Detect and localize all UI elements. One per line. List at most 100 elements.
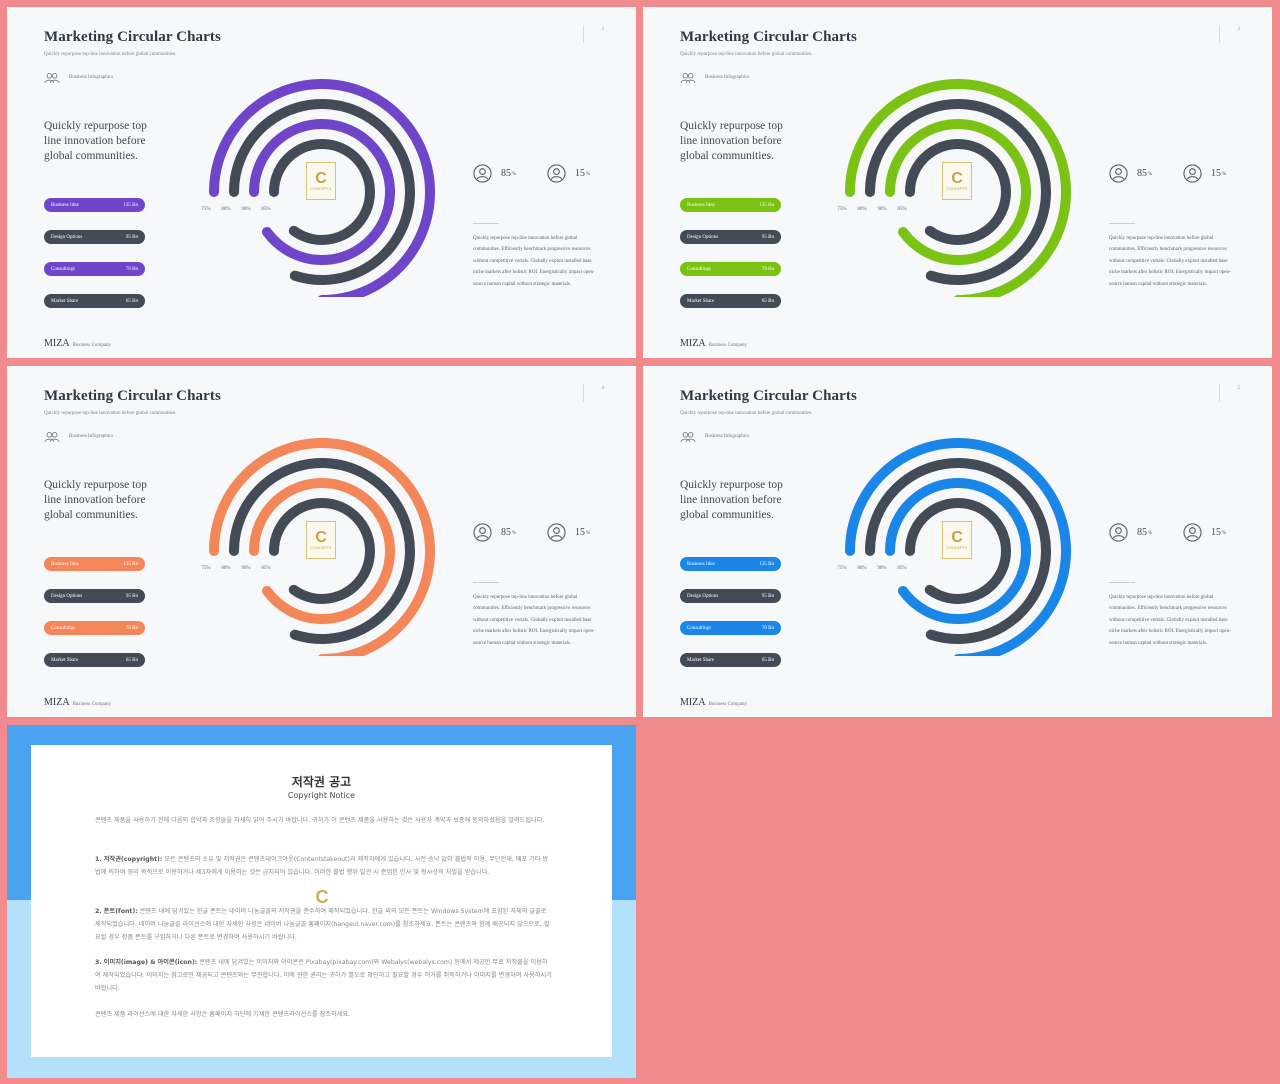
users-icon	[680, 71, 696, 84]
brand-subtitle: Business Company	[708, 702, 748, 707]
stat-value: 15	[1211, 526, 1221, 538]
user-icon	[473, 163, 492, 183]
logo-text: CONCEPTS	[946, 545, 968, 550]
legend-value: 65 Bn	[125, 657, 138, 663]
divider	[473, 582, 499, 583]
ring-arc-75%	[845, 79, 1071, 297]
brand-subtitle: Business Company	[708, 343, 748, 348]
legend-value: 135 Bn	[123, 202, 138, 208]
ring-arc-75%	[209, 438, 435, 656]
stat-unit: %	[586, 172, 591, 177]
copyright-title: 저작권 공고	[291, 775, 352, 789]
logo-mark: C	[951, 169, 963, 187]
ring-arc-85%	[269, 498, 375, 604]
legend-label: Market Share	[51, 657, 79, 663]
legend-value: 135 Bn	[759, 561, 774, 567]
section-body: 콘텐츠 내에 담겨있는 이미지와 아이콘은 Pixabay(pixabay.co…	[95, 959, 552, 992]
stat-unit: %	[1148, 172, 1153, 177]
category: Business Infographics	[680, 70, 749, 84]
ring-percent-label: 90%	[877, 566, 887, 571]
ring-percent-label: 90%	[241, 566, 251, 571]
legend-label: Consultings	[51, 266, 75, 272]
ring-percent-label: 75%	[837, 566, 847, 571]
brand-name: MIZA	[44, 697, 70, 708]
page-number: 4	[583, 384, 604, 402]
legend-item: Consultings 70 Bn	[44, 262, 145, 276]
ring-percent-label: 85%	[897, 566, 907, 571]
user-icon	[473, 522, 492, 542]
logo-text: CONCEPTS	[310, 545, 332, 550]
description: Quickly repurpose top-line innovation be…	[473, 236, 595, 287]
stat-value: 85	[501, 167, 511, 179]
stat-unit: %	[512, 172, 517, 177]
category-label: Business Infographics	[69, 433, 114, 439]
legend-item: Business Idea 135 Bn	[680, 198, 781, 212]
legend-label: Business Idea	[51, 561, 79, 567]
stat-unit: %	[1222, 531, 1227, 536]
stat-item: 85%	[1109, 522, 1152, 542]
slide-subtitle: Quickly repurpose top-line innovation be…	[44, 411, 177, 416]
ring-arc-90%	[249, 119, 395, 265]
category: Business Infographics	[680, 429, 749, 443]
slide-title: Marketing Circular Charts	[680, 29, 857, 45]
page-number: 2	[583, 25, 604, 43]
user-icon	[1109, 522, 1128, 542]
ring-arc-80%	[865, 458, 1051, 644]
description: Quickly repurpose top-line innovation be…	[1109, 595, 1231, 646]
copyright-section-3: 3. 이미지(image) & 아이콘(icon): 콘텐츠 내에 담겨있는 이…	[95, 956, 553, 995]
brand-logo: C CONCEPTS	[306, 162, 336, 200]
lead-text: Quickly repurpose top line innovation be…	[44, 120, 147, 162]
legend-label: Design Options	[51, 234, 83, 240]
slide-title: Marketing Circular Charts	[44, 29, 221, 45]
stat-item: 85%	[473, 522, 516, 542]
section-body: 모든 콘텐츠의 소유 및 저작권은 콘텐츠테이크아웃(Contentstakeo…	[95, 856, 549, 876]
user-icon	[547, 163, 566, 183]
legend-label: Consultings	[687, 625, 711, 631]
ring-percent-label: 85%	[261, 566, 271, 571]
copyright-card: 저작권 공고 Copyright Notice 콘텐츠 제품을 사용하기 전에 …	[31, 745, 612, 1057]
brand-name: MIZA	[680, 338, 706, 349]
legend-item: Market Share 65 Bn	[44, 653, 145, 667]
legend-item: Market Share 65 Bn	[44, 294, 145, 308]
description: Quickly repurpose top-line innovation be…	[473, 595, 595, 646]
legend-label: Market Share	[687, 657, 715, 663]
users-icon	[680, 430, 696, 443]
lead-text: Quickly repurpose top line innovation be…	[44, 479, 147, 521]
legend-label: Design Options	[687, 234, 719, 240]
ring-percent-label: 80%	[221, 566, 231, 571]
legend-item: Consultings 70 Bn	[680, 262, 781, 276]
ring-percent-label: 85%	[897, 207, 907, 212]
description: Quickly repurpose top-line innovation be…	[1109, 236, 1231, 287]
user-icon	[1183, 163, 1202, 183]
logo-mark: C	[315, 169, 327, 187]
ring-arc-80%	[229, 99, 415, 285]
legend-label: Business Idea	[51, 202, 79, 208]
legend-value: 65 Bn	[761, 657, 774, 663]
slide-2: 2 Marketing Circular Charts Quickly repurp…	[7, 7, 636, 358]
legend-label: Market Share	[687, 298, 715, 304]
legend-item: Business Idea 135 Bn	[680, 557, 781, 571]
legend-value: 95 Bn	[125, 234, 138, 240]
stat-value: 85	[501, 526, 511, 538]
legend-item: Business Idea 135 Bn	[44, 557, 145, 571]
category: Business Infographics	[44, 70, 113, 84]
ring-percent-label: 80%	[857, 207, 867, 212]
stat-item: 15%	[547, 163, 590, 183]
ring-percent-label: 75%	[201, 566, 211, 571]
brand-logo: C CONCEPTS	[306, 521, 336, 559]
legend-label: Business Idea	[687, 561, 715, 567]
copyright-closing: 콘텐츠 제품 라이선스에 대한 자세한 사항은 홈페이지 하단에 기재한 콘텐츠…	[95, 1011, 351, 1018]
stat-value: 15	[1211, 167, 1221, 179]
legend-label: Consultings	[687, 266, 711, 272]
ring-arc-85%	[905, 139, 1011, 245]
footer: MIZA Business Company	[680, 697, 747, 708]
legend-item: Consultings 70 Bn	[680, 621, 781, 635]
copyright-section-2: 2. 폰트(font): 콘텐츠 내에 담겨있는 한글 폰트는 네이버 나눔글꼴…	[95, 905, 553, 944]
ring-percent-label: 80%	[857, 566, 867, 571]
ring-percent-label: 90%	[241, 207, 251, 212]
legend-label: Design Options	[687, 593, 719, 599]
legend-item: Design Options 95 Bn	[44, 589, 145, 603]
lead-text: Quickly repurpose top line innovation be…	[680, 120, 783, 162]
logo-mark: C	[951, 528, 963, 546]
ring-percent-label: 85%	[261, 207, 271, 212]
